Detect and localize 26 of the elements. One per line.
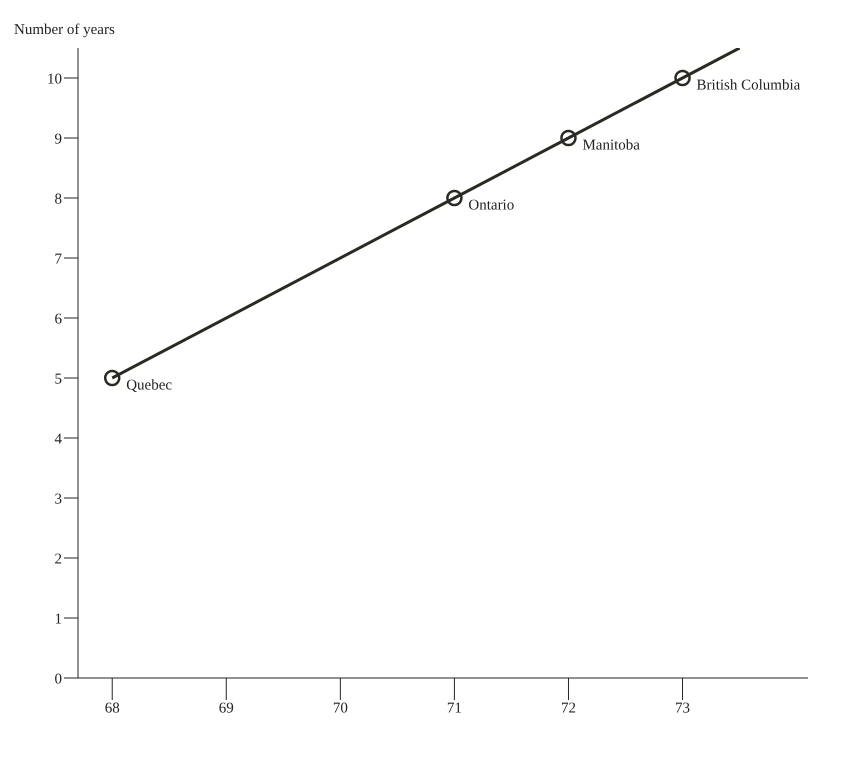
y-tick-label: 5 — [54, 371, 62, 388]
annotation: Ontario — [468, 197, 514, 214]
y-tick-label: 9 — [54, 131, 62, 148]
y-tick-label: 8 — [54, 191, 62, 208]
y-tick-label: 1 — [54, 611, 62, 628]
y-tick-label: 6 — [54, 311, 62, 328]
annotation: British Columbia — [696, 77, 801, 94]
y-tick-label: 10 — [47, 71, 62, 88]
x-tick-label: 73 — [675, 700, 690, 717]
x-tick-label: 71 — [446, 700, 462, 717]
x-tick-label: 68 — [104, 700, 120, 717]
x-tick-label: 69 — [218, 700, 234, 717]
point — [674, 70, 691, 86]
point — [560, 130, 577, 146]
y-tick-label: 7 — [54, 251, 62, 268]
y-tick-label: 3 — [54, 491, 62, 508]
point — [104, 370, 120, 386]
annotation: Manitoba — [582, 137, 640, 154]
y-tick-label: 4 — [54, 431, 62, 448]
x-tick-label: 72 — [560, 700, 576, 717]
x-tick-label: 70 — [332, 700, 348, 717]
annotation: Quebec — [126, 377, 172, 394]
point — [446, 190, 463, 206]
y-tick-label: 2 — [54, 551, 62, 568]
y-tick-label: 0 — [54, 671, 62, 688]
y-axis-title: Number of years — [14, 22, 115, 39]
